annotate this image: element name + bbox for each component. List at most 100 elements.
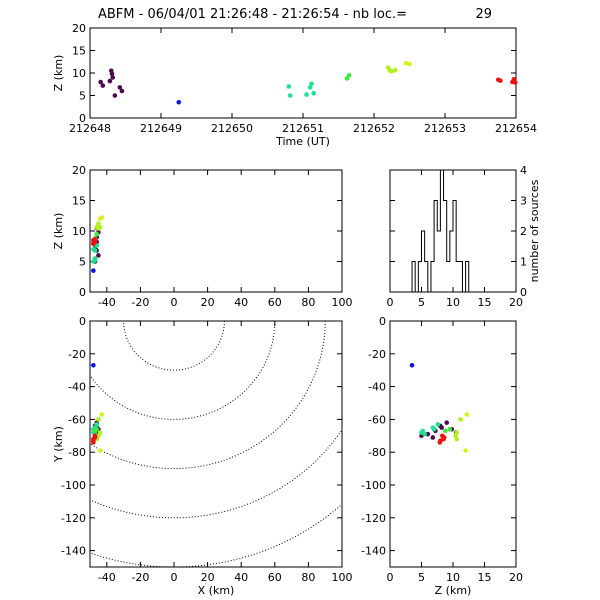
- x_y-ytick-label: -40: [68, 381, 86, 394]
- x-y-source-point: [91, 362, 96, 368]
- time-z-panel: 212648 212649 212650 212651 212652 212653 2126…: [52, 22, 537, 148]
- time_z-ytick-label: 20: [72, 22, 86, 35]
- time-z-source-point: [309, 81, 314, 87]
- x_z-xtick-label: -40: [98, 296, 116, 309]
- x_z-xtick-label: 20: [201, 296, 215, 309]
- time-z-source-point: [100, 83, 106, 88]
- hist-ylabel: number of sources: [528, 179, 541, 282]
- z_y-frame: [389, 320, 517, 568]
- z-y-source-point: [422, 431, 427, 437]
- time-z-source-point: [307, 85, 313, 90]
- x-z-source-point: [94, 231, 100, 237]
- time-z-source-point: [389, 68, 395, 74]
- hist-ytick-label: 3: [520, 195, 527, 208]
- x-y-source-point: [97, 448, 103, 453]
- hist-ytick-label: 2: [520, 225, 527, 238]
- x-y-source-point: [94, 426, 100, 432]
- x-y-source-point: [92, 435, 98, 440]
- x_z-ytick-label: 0: [79, 286, 86, 299]
- x-z-source-point: [97, 216, 103, 222]
- x-z-source-point: [94, 243, 100, 248]
- z_y-xtick-label: 15: [478, 571, 492, 584]
- x-z-panel: -40 -20 0 20 40 60 80 100 0 5 10 15 20 Z (km): [52, 164, 353, 309]
- hist-xtick-label: 10: [446, 296, 460, 309]
- z-y-source-point: [444, 420, 450, 425]
- x_z-ytick-label: 10: [72, 225, 86, 238]
- z-y-source-point: [430, 435, 436, 440]
- z_y-xlabel: Z (km): [435, 584, 472, 597]
- time-z-source-point: [498, 78, 503, 83]
- time_z-ytick-label: 15: [72, 45, 86, 58]
- x_y-xtick-label: 60: [268, 571, 282, 584]
- time_z-xtick-label: 212649: [140, 122, 182, 135]
- x_y-xtick-label: 0: [171, 571, 178, 584]
- time-z-source-point: [407, 61, 412, 67]
- hist-xtick-label: 20: [509, 296, 523, 309]
- time-z-source-point: [119, 88, 125, 94]
- z-y-source-point: [437, 440, 443, 445]
- time-z-source-point: [112, 93, 118, 98]
- z-y-source-point: [463, 448, 468, 453]
- z_y-xtick-label: 10: [446, 571, 460, 584]
- x-y-panel: -40 -20 0 20 40 60 80 100 0 -20 -40 -60 -80 -100 -120 -…: [52, 315, 353, 597]
- x_y-xtick-label: 40: [234, 571, 248, 584]
- z_y-xtick-label: 20: [509, 571, 523, 584]
- x-y-source-point: [94, 422, 100, 427]
- time_z-xtick-label: 212653: [424, 122, 466, 135]
- z-y-panel: 0 5 10 15 20 0 -20 -40 -60 -80 -100 -120 -140 Z (km): [361, 315, 523, 597]
- z_y-xtick-label: 5: [418, 571, 425, 584]
- time_z-ytick-label: 5: [79, 90, 86, 103]
- x-y-source-point: [96, 417, 101, 422]
- z-y-source-point: [464, 412, 470, 417]
- x_y-ytick-label: -60: [68, 413, 86, 426]
- x-z-source-point: [92, 256, 98, 261]
- range-ring: [90, 321, 326, 470]
- hist-xtick-label: 5: [418, 296, 425, 309]
- source-count: 29: [475, 7, 492, 22]
- time_z-frame: [89, 27, 517, 119]
- x_y-xtick-label: -20: [131, 571, 149, 584]
- z_y-ytick-label: -100: [361, 479, 386, 492]
- time-z-source-point: [311, 90, 316, 96]
- z-y-source-point: [425, 431, 431, 437]
- z-y-source-point: [454, 430, 460, 435]
- x_y-ytick-label: -120: [61, 512, 86, 525]
- x_y-ytick-label: -20: [68, 348, 86, 361]
- hist-ytick-label: 0: [520, 286, 527, 299]
- x-z-source-point: [91, 268, 96, 273]
- x_z-ytick-label: 20: [72, 164, 86, 177]
- time_z-ytick-label: 10: [72, 67, 86, 80]
- x-z-source-point: [92, 237, 98, 242]
- x-z-source-point: [97, 225, 103, 230]
- z-y-source-point: [447, 426, 453, 432]
- z-y-source-point: [441, 435, 447, 440]
- z-y-source-point: [409, 362, 415, 368]
- x-z-source-point: [96, 253, 101, 258]
- time_z-ylabel: Z (km): [52, 55, 65, 92]
- x_y-ylabel: Y (km): [52, 426, 65, 463]
- time_z-xtick-label: 212651: [282, 122, 324, 135]
- x-y-source-point: [97, 430, 103, 435]
- hist-xtick-label: 15: [478, 296, 492, 309]
- time-z-source-point: [346, 72, 352, 78]
- x_y-xtick-label: -40: [98, 571, 116, 584]
- time_z-xtick-label: 212648: [69, 122, 111, 135]
- x_z-ytick-label: 5: [79, 256, 86, 269]
- time-z-source-point: [107, 78, 113, 84]
- z_y-ytick-label: -20: [368, 348, 386, 361]
- z_y-ytick-label: -60: [368, 413, 386, 426]
- time-z-source-point: [110, 75, 116, 80]
- z_y-ytick-label: -40: [368, 381, 386, 394]
- x_y-xlabel: X (km): [198, 584, 235, 597]
- histogram-bars: [408, 169, 472, 293]
- time_z-xlabel: Time (UT): [275, 135, 330, 148]
- x_z-xtick-label: 100: [332, 296, 353, 309]
- x_y-xtick-label: 100: [332, 571, 353, 584]
- x_y-ytick-label: -80: [68, 446, 86, 459]
- time-z-source-point: [393, 68, 398, 73]
- range-ring: [123, 321, 225, 371]
- x_y-frame: [89, 320, 343, 568]
- x_z-xtick-label: 40: [234, 296, 248, 309]
- hist-xtick-label: 0: [387, 296, 394, 309]
- time-z-source-point: [109, 71, 115, 77]
